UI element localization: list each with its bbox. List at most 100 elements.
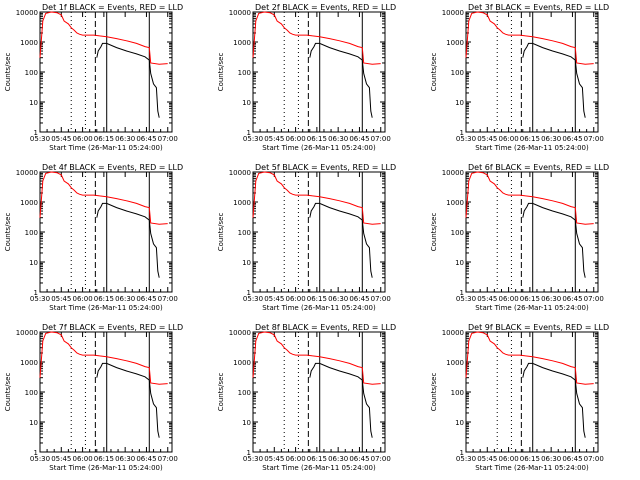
plot-frame [39,171,173,293]
x-tick-label: 07:00 [158,455,178,463]
x-tick-label: 07:00 [371,455,391,463]
lld-series-line [39,171,168,225]
y-tick-label: 1000 [446,39,464,47]
x-tick-label: 06:45 [349,135,369,143]
lld-series-line [39,331,168,385]
y-tick-label: 10000 [16,329,38,337]
x-tick-label: 06:00 [72,455,92,463]
chart-title: Det 2f BLACK = Events, RED = LLD [255,3,396,12]
x-tick-label: 06:30 [328,135,348,143]
x-tick-label: 06:45 [562,135,582,143]
x-tick-label: 06:45 [562,295,582,303]
x-tick-label: 05:45 [264,455,284,463]
y-tick-label: 1000 [233,199,251,207]
lld-series-line [252,11,381,65]
x-tick-label: 06:15 [520,135,540,143]
x-tick-label: 05:30 [456,135,476,143]
x-tick-label: 06:30 [115,295,135,303]
x-tick-label: 06:00 [285,295,305,303]
x-tick-label: 05:30 [243,455,263,463]
plot-frame [465,11,599,133]
lld-series-line [252,171,381,225]
x-tick-label: 05:30 [243,135,263,143]
chart-title: Det 7f BLACK = Events, RED = LLD [42,323,183,332]
plot-frame [252,11,386,133]
y-tick-label: 1 [460,449,464,457]
x-tick-label: 06:00 [285,455,305,463]
y-tick-label: 100 [238,229,251,237]
x-tick-label: 06:15 [94,295,114,303]
chart-title: Det 8f BLACK = Events, RED = LLD [255,323,396,332]
x-tick-label: 06:30 [328,455,348,463]
x-tick-label: 07:00 [158,295,178,303]
chart-panel-5: Det 5f BLACK = Events, RED = LLD Counts/s… [217,163,396,312]
chart-title: Det 5f BLACK = Events, RED = LLD [255,163,396,172]
y-tick-label: 1 [34,289,38,297]
x-tick-label: 06:30 [115,455,135,463]
x-tick-label: 07:00 [371,135,391,143]
chart-panel-3: Det 3f BLACK = Events, RED = LLD Counts/s… [430,3,609,152]
y-tick-label: 10 [242,99,251,107]
x-tick-label: 06:15 [94,455,114,463]
chart-title: Det 3f BLACK = Events, RED = LLD [468,3,609,12]
y-tick-label: 1 [460,129,464,137]
x-tick-label: 06:00 [498,455,518,463]
chart-title: Det 1f BLACK = Events, RED = LLD [42,3,183,12]
chart-panel-9: Det 9f BLACK = Events, RED = LLD Counts/s… [430,323,609,472]
y-tick-label: 10000 [442,169,464,177]
y-tick-label: 10000 [229,9,251,17]
y-tick-label: 100 [451,389,464,397]
x-tick-label: 07:00 [584,295,604,303]
y-tick-label: 10 [29,419,38,427]
x-tick-label: 06:45 [136,135,156,143]
y-tick-label: 1000 [446,359,464,367]
y-tick-label: 10000 [442,9,464,17]
y-tick-label: 10 [29,99,38,107]
y-tick-label: 10 [455,259,464,267]
x-tick-label: 06:00 [498,295,518,303]
y-axis-label: Counts/sec [217,53,225,92]
plot-frame [39,331,173,453]
y-tick-label: 100 [451,229,464,237]
events-series-line [309,42,373,118]
y-tick-label: 1 [34,129,38,137]
y-tick-label: 10000 [442,329,464,337]
y-axis-label: Counts/sec [4,213,12,252]
x-tick-label: 05:30 [456,455,476,463]
y-tick-label: 1000 [446,199,464,207]
chart-title: Det 4f BLACK = Events, RED = LLD [42,163,183,172]
y-tick-label: 1000 [233,39,251,47]
y-tick-label: 10 [455,99,464,107]
x-tick-label: 06:45 [349,455,369,463]
x-tick-label: 05:30 [30,295,50,303]
x-tick-label: 06:15 [307,135,327,143]
y-tick-label: 10 [29,259,38,267]
y-tick-label: 1000 [233,359,251,367]
plot-frame [465,331,599,453]
y-tick-label: 1000 [20,199,38,207]
lld-series-line [465,331,594,385]
y-tick-label: 100 [451,69,464,77]
x-tick-label: 06:15 [520,455,540,463]
y-tick-label: 10 [242,419,251,427]
y-tick-label: 1 [34,449,38,457]
plot-frame [252,171,386,293]
x-tick-label: 05:45 [477,455,497,463]
chart-panel-8: Det 8f BLACK = Events, RED = LLD Counts/s… [217,323,396,472]
x-tick-label: 07:00 [584,135,604,143]
x-tick-label: 05:45 [264,135,284,143]
y-axis-label: Counts/sec [430,53,438,92]
x-axis-label: Start Time (26-Mar-11 05:24:00) [475,304,589,312]
x-tick-label: 05:45 [51,295,71,303]
x-axis-label: Start Time (26-Mar-11 05:24:00) [262,464,376,472]
x-tick-label: 06:00 [72,135,92,143]
x-axis-label: Start Time (26-Mar-11 05:24:00) [49,464,163,472]
y-tick-label: 1 [247,289,251,297]
y-tick-label: 1000 [20,39,38,47]
x-tick-label: 05:30 [30,455,50,463]
events-series-line [522,42,586,118]
y-tick-label: 100 [25,69,38,77]
y-tick-label: 100 [238,389,251,397]
x-tick-label: 06:45 [562,455,582,463]
